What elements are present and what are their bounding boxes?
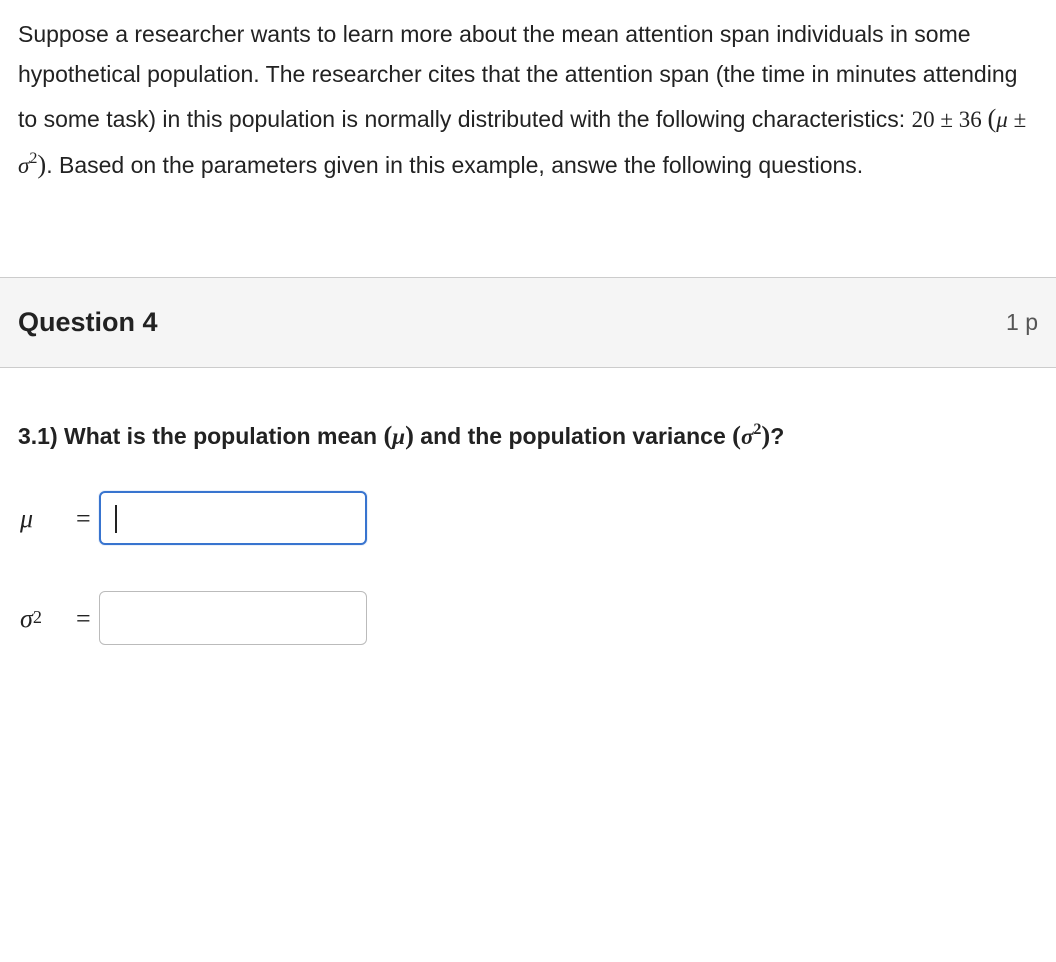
intro-text-1: Suppose a researcher wants to learn more… (18, 21, 776, 47)
mu-label: μ (20, 499, 70, 538)
params-close: ) (37, 149, 46, 179)
subq-sig-close: ) (761, 420, 770, 450)
intro-text-3: . Based on the parameters given in this … (46, 152, 618, 178)
text-cursor (115, 505, 117, 533)
question-body: 3.1) What is the population mean (μ) and… (0, 368, 1056, 732)
subq-sig-open: ( (732, 420, 741, 450)
subq-mid: and the population variance (414, 423, 732, 449)
intro-text-4: the following questions. (624, 152, 863, 178)
subq-mu: μ (392, 424, 405, 449)
subq-suffix: ? (770, 423, 784, 449)
answer-row-sigma2: σ2 = (20, 591, 1038, 645)
params-pm: ± (1008, 107, 1026, 132)
params-open: ( (987, 103, 996, 133)
mu-input[interactable] (99, 491, 367, 545)
subq-sigma: σ (741, 424, 753, 449)
sigma2-label: σ2 (20, 599, 70, 638)
mu-symbol: μ (20, 499, 33, 538)
sigma-symbol: σ (20, 599, 33, 638)
question-title: Question 4 (18, 302, 158, 343)
intro-paragraph: Suppose a researcher wants to learn more… (18, 14, 1038, 187)
sigma2-equals: = (76, 599, 91, 638)
params-sigma: σ (18, 153, 29, 178)
params-numeric: 20 ± 36 (912, 107, 988, 132)
sigma2-input[interactable] (99, 591, 367, 645)
subq-mu-open: ( (383, 420, 392, 450)
subq-sig-exp: 2 (753, 421, 761, 438)
question-points: 1 p (1006, 305, 1038, 340)
question-header: Question 4 1 p (0, 277, 1056, 368)
mu-equals: = (76, 499, 91, 538)
answer-row-mu: μ = (20, 491, 1038, 545)
params-exp: 2 (29, 150, 37, 167)
sub-question-text: 3.1) What is the population mean (μ) and… (18, 416, 1038, 456)
intro-section: Suppose a researcher wants to learn more… (0, 0, 1056, 217)
subq-mu-close: ) (405, 420, 414, 450)
subq-prefix: 3.1) What is the population mean (18, 423, 383, 449)
params-mu: μ (996, 107, 1008, 132)
sigma-exp: 2 (33, 604, 42, 631)
